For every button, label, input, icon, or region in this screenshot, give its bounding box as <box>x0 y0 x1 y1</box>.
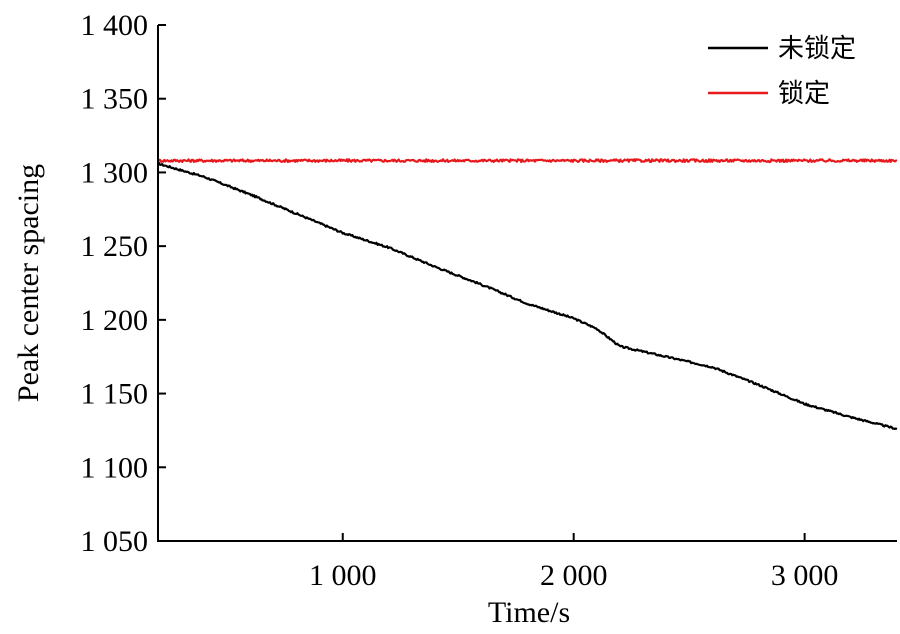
x-tick-label: 2 000 <box>540 559 608 592</box>
y-tick-label: 1 400 <box>81 9 149 42</box>
y-tick-label: 1 050 <box>81 525 149 558</box>
y-tick-label: 1 100 <box>81 451 149 484</box>
y-tick-label: 1 350 <box>81 83 149 116</box>
y-tick-label: 1 150 <box>81 378 149 411</box>
x-axis-title: Time/s <box>488 596 570 629</box>
x-tick-label: 1 000 <box>309 559 377 592</box>
axes: 1 050 1 100 1 150 1 200 1 250 1 300 1 350 1 400… <box>81 9 897 592</box>
series-layer <box>157 158 898 431</box>
y-tick-label: 1 250 <box>81 230 149 263</box>
legend-label: 未锁定 <box>778 34 856 64</box>
series-line-2 <box>157 158 898 164</box>
y-axis-title: Peak center spacing <box>12 164 45 402</box>
y-tick-label: 1 200 <box>81 304 149 337</box>
legend-label: 锁定 <box>778 79 830 109</box>
y-tick-label: 1 300 <box>81 156 149 189</box>
x-tick-label: 3 000 <box>771 559 839 592</box>
series-line-1 <box>157 161 898 431</box>
